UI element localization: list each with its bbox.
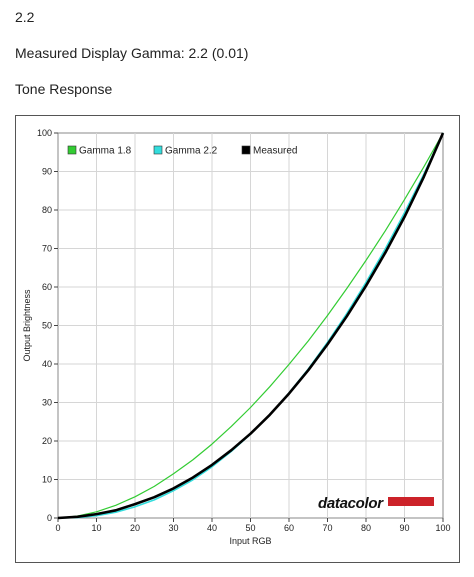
- y-tick-label: 80: [42, 205, 52, 215]
- x-tick-label: 10: [91, 523, 101, 533]
- x-tick-label: 20: [130, 523, 140, 533]
- series-lines: [57, 132, 445, 520]
- x-tick-label: 0: [55, 523, 60, 533]
- y-tick-label: 0: [47, 513, 52, 523]
- tone-response-title: Tone Response: [15, 81, 113, 97]
- legend-swatch: [67, 145, 77, 155]
- y-tick-label: 10: [42, 475, 52, 485]
- x-tick-label: 90: [399, 523, 409, 533]
- tone-response-chart: 0 10 20 30 40 50 60 70 80 90 100 0 10 20 30 40 50 60 70 80 9…: [22, 128, 451, 546]
- chart-panel: 0 10 20 30 40 50 60 70 80 90 100 0 10 20 30 40 50 60 70 80 9…: [15, 115, 460, 563]
- legend-label: Gamma 2.2: [165, 146, 218, 157]
- y-tick-label: 70: [42, 244, 52, 254]
- y-axis-label: Output Brightness: [22, 289, 32, 362]
- y-tick-label: 20: [42, 436, 52, 446]
- legend-swatch: [153, 145, 163, 155]
- legend-swatch: [241, 145, 251, 155]
- x-tick-label: 40: [207, 523, 217, 533]
- x-axis-label: Input RGB: [229, 536, 271, 546]
- x-tick-label: 50: [245, 523, 255, 533]
- gamma-value: 2.2: [15, 9, 35, 25]
- logo-text: datacolor: [318, 495, 384, 512]
- datacolor-logo: datacolor: [318, 495, 434, 512]
- y-tick-label: 50: [42, 321, 52, 331]
- tick-labels: 0 10 20 30 40 50 60 70 80 90 100 0 10 20 30 40 50 60 70 80 9…: [37, 128, 451, 533]
- x-tick-label: 70: [322, 523, 332, 533]
- series-line-measured: [57, 132, 445, 520]
- y-tick-label: 60: [42, 282, 52, 292]
- x-tick-label: 60: [284, 523, 294, 533]
- y-tick-label: 40: [42, 359, 52, 369]
- x-tick-label: 100: [435, 523, 450, 533]
- legend: Gamma 1.8 Gamma 2.2 Measured: [67, 145, 297, 157]
- x-tick-label: 80: [361, 523, 371, 533]
- y-tick-label: 30: [42, 398, 52, 408]
- y-tick-label: 100: [37, 128, 52, 138]
- logo-bar: [388, 497, 434, 506]
- grid: [54, 132, 444, 522]
- measured-gamma-label: Measured Display Gamma: 2.2 (0.01): [15, 45, 249, 61]
- legend-label: Gamma 1.8: [79, 146, 132, 157]
- series-line-gamma-1-8: [57, 132, 444, 519]
- y-tick-label: 90: [42, 167, 52, 177]
- legend-label: Measured: [253, 146, 297, 157]
- x-tick-label: 30: [168, 523, 178, 533]
